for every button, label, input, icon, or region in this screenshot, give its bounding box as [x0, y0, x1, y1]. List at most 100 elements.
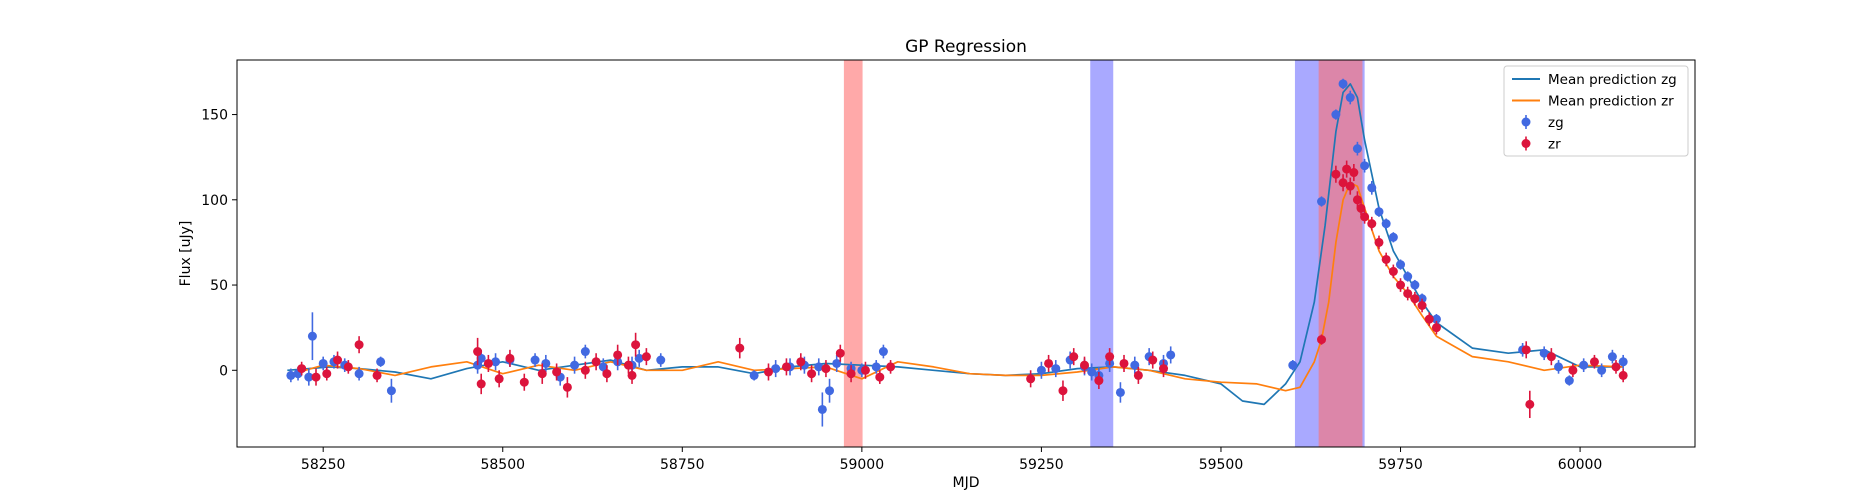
x-tick-label: 59500 — [1199, 457, 1244, 473]
data-point — [796, 357, 806, 367]
x-axis-label: MJD — [953, 475, 980, 491]
data-point — [297, 364, 307, 374]
data-point — [376, 357, 386, 367]
data-point — [634, 353, 644, 363]
data-point — [519, 377, 529, 387]
shaded-region — [1318, 60, 1363, 447]
data-point — [1026, 374, 1036, 384]
data-point — [623, 360, 633, 370]
data-point — [1345, 93, 1355, 103]
chart-title: GP Regression — [905, 37, 1027, 57]
data-point — [1352, 144, 1362, 154]
data-point — [386, 386, 396, 396]
data-point — [1349, 168, 1359, 178]
data-point — [1618, 370, 1628, 380]
x-tick-label: 58250 — [301, 457, 346, 473]
y-tick-label: 0 — [219, 363, 228, 379]
x-axis: 58250 58500 58750 59000 59250 59500 59750 60000 — [301, 447, 1602, 473]
data-point — [602, 369, 612, 379]
data-point — [1288, 360, 1298, 370]
data-point — [1044, 358, 1054, 368]
data-point — [1525, 399, 1535, 409]
data-point — [817, 404, 827, 414]
data-point — [1374, 237, 1384, 247]
data-point — [1554, 362, 1564, 372]
data-point — [1424, 314, 1434, 324]
data-point — [878, 347, 888, 357]
legend-label: Mean prediction zg — [1548, 72, 1677, 88]
data-point — [333, 355, 343, 365]
legend-label: zg — [1548, 115, 1564, 131]
x-tick-label: 59250 — [1019, 457, 1064, 473]
data-point — [871, 362, 881, 372]
data-point — [1403, 289, 1413, 299]
data-point — [886, 362, 896, 372]
legend-label: Mean prediction zr — [1548, 94, 1674, 110]
data-point — [307, 331, 317, 341]
shaded-region — [843, 60, 863, 447]
data-point — [537, 369, 547, 379]
data-point — [476, 353, 486, 363]
y-tick-label: 50 — [210, 278, 228, 294]
data-point — [562, 382, 572, 392]
data-point — [1119, 358, 1129, 368]
legend-label: zr — [1548, 137, 1561, 153]
data-point — [1388, 266, 1398, 276]
data-point — [781, 362, 791, 372]
series-line — [287, 181, 1624, 392]
series-lines — [287, 83, 1624, 406]
data-point — [749, 370, 759, 380]
data-point — [354, 340, 364, 350]
data-point — [846, 369, 856, 379]
data-point — [1589, 357, 1599, 367]
data-point — [807, 369, 817, 379]
data-point — [735, 343, 745, 353]
data-point — [372, 370, 382, 380]
data-point — [1338, 79, 1348, 89]
data-point — [318, 358, 328, 368]
data-point — [1317, 335, 1327, 345]
data-point — [1051, 364, 1061, 374]
legend: Mean prediction zg Mean prediction zr zg zr — [1503, 65, 1689, 157]
data-point — [1396, 280, 1406, 290]
data-point — [311, 372, 321, 382]
data-point — [570, 360, 580, 370]
legend-box — [1503, 65, 1689, 157]
x-tick-label: 58750 — [660, 457, 705, 473]
data-point — [354, 369, 364, 379]
y-axis: 0 50 100 150 — [201, 108, 237, 379]
data-point — [1539, 348, 1549, 358]
data-point — [1317, 197, 1327, 207]
data-point — [1431, 314, 1441, 324]
data-point — [1036, 365, 1046, 375]
data-point — [1148, 355, 1158, 365]
data-point — [1431, 323, 1441, 333]
shaded-regions — [843, 60, 1365, 447]
data-point — [505, 353, 515, 363]
plot-frame — [236, 59, 1696, 448]
data-point — [483, 358, 493, 368]
data-point — [1367, 219, 1377, 229]
x-tick-label: 60000 — [1558, 457, 1603, 473]
data-point — [860, 365, 870, 375]
data-point — [1087, 367, 1097, 377]
data-point — [1568, 365, 1578, 375]
data-point — [1133, 370, 1143, 380]
data-point — [491, 357, 501, 367]
data-point — [580, 365, 590, 375]
data-point — [591, 357, 601, 367]
y-tick-label: 100 — [201, 193, 228, 209]
data-point — [1374, 207, 1384, 217]
data-point — [476, 379, 486, 389]
data-point — [1331, 169, 1341, 179]
data-point — [641, 352, 651, 362]
data-point — [552, 367, 562, 377]
data-point — [1338, 178, 1348, 188]
data-point — [541, 358, 551, 368]
x-tick-label: 58500 — [480, 457, 525, 473]
data-point — [1403, 272, 1413, 282]
data-point — [1115, 387, 1125, 397]
data-point — [1597, 365, 1607, 375]
data-point — [627, 370, 637, 380]
